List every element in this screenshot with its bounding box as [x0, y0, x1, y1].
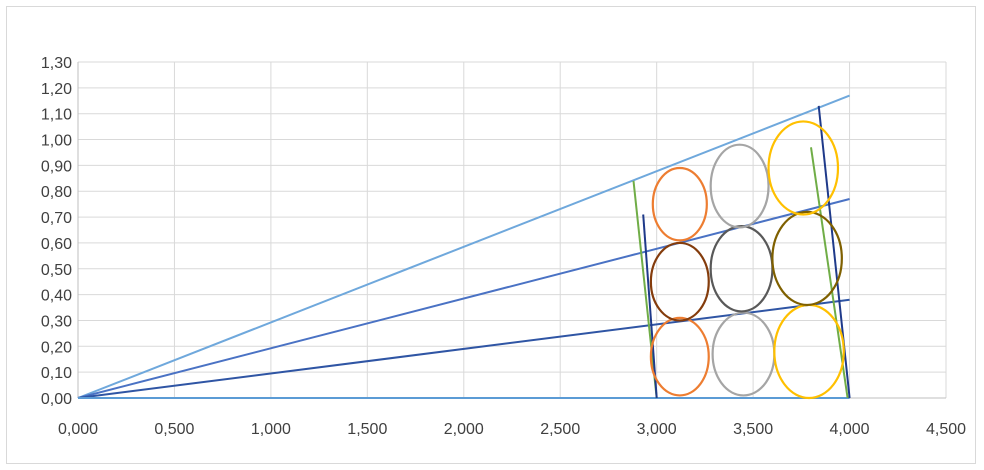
x-tick-label: 3,000 — [637, 421, 677, 438]
circle-mark-4 — [649, 241, 710, 322]
series-line-3 — [77, 298, 850, 399]
y-tick-label: 1,30 — [41, 55, 72, 72]
x-tick-label: 1,500 — [347, 421, 387, 438]
y-tick-label: 0,80 — [41, 184, 72, 201]
y-tick-label: 0,30 — [41, 313, 72, 330]
y-tick-label: 0,10 — [41, 365, 72, 382]
y-tick-label: 0,00 — [41, 391, 72, 408]
y-tick-label: 0,70 — [41, 210, 72, 227]
x-tick-label: 0,000 — [58, 421, 98, 438]
y-tick-label: 0,90 — [41, 158, 72, 175]
y-tick-label: 0,60 — [41, 236, 72, 253]
x-tick-label: 2,000 — [444, 421, 484, 438]
series-line-6 — [642, 214, 658, 399]
circle-mark-1 — [649, 316, 710, 397]
circle-mark-6 — [771, 210, 843, 307]
y-tick-label: 1,10 — [41, 107, 72, 124]
series-line-2 — [77, 198, 850, 399]
y-tick-label: 1,20 — [41, 81, 72, 98]
y-tick-label: 1,00 — [41, 133, 72, 150]
x-tick-label: 3,500 — [733, 421, 773, 438]
series-layer — [77, 94, 851, 399]
chart-frame — [6, 6, 976, 464]
y-tick-label: 0,20 — [41, 339, 72, 356]
circle-mark-8 — [709, 143, 770, 229]
label-layer: 0,00 0,10 0,20 0,30 0,40 0,50 0,60 0,70 0,80 0,90… — [41, 55, 966, 438]
x-tick-label: 4,500 — [926, 421, 966, 438]
circle-mark-2 — [711, 311, 776, 397]
y-tick-label: 0,50 — [41, 262, 72, 279]
x-tick-label: 2,500 — [540, 421, 580, 438]
series-line-1 — [77, 94, 850, 399]
y-tick-label: 0,40 — [41, 288, 72, 305]
circle-mark-9 — [767, 120, 840, 216]
x-tick-label: 4,000 — [830, 421, 870, 438]
series-line-8 — [810, 147, 849, 399]
x-tick-label: 1,000 — [251, 421, 291, 438]
circle-mark-7 — [651, 166, 708, 242]
circle-mark-3 — [773, 303, 845, 400]
series-line-7 — [817, 105, 851, 399]
grid-layer — [78, 61, 947, 398]
series-line-5 — [632, 180, 658, 399]
x-tick-label: 0,500 — [154, 421, 194, 438]
ellipse-layer — [649, 120, 845, 400]
